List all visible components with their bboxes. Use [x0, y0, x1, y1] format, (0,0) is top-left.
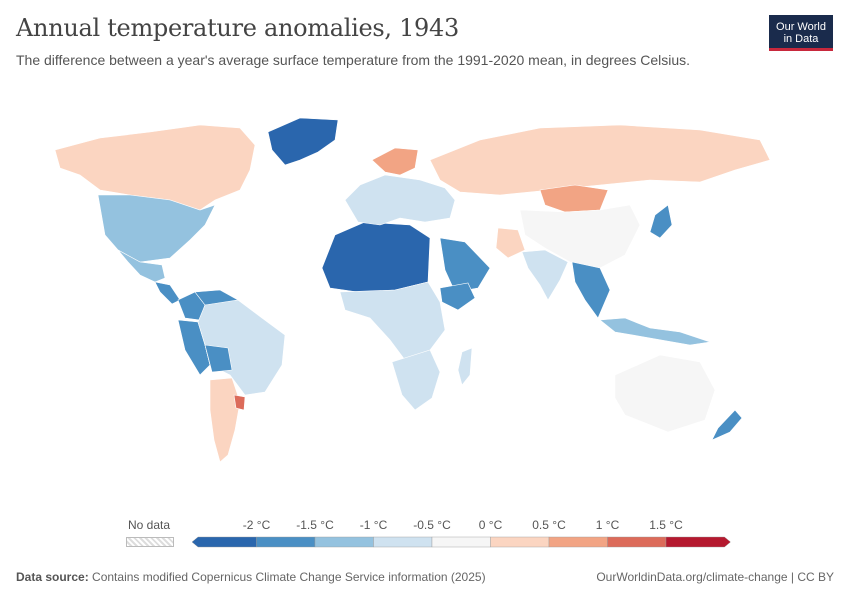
region-central-america[interactable]: [154, 281, 181, 305]
region-united-states[interactable]: [97, 194, 216, 263]
region-australia[interactable]: [614, 354, 716, 433]
color-legend: No data -2 °C -1.5 °C -1 °C -0.5 °C 0 °C 0.5 …: [0, 510, 850, 555]
legend-tick-label: 1 °C: [595, 518, 620, 532]
region-uruguay[interactable]: [233, 394, 246, 411]
logo-line-2: in Data: [783, 32, 819, 45]
legend-tick-label: -1.5 °C: [296, 518, 334, 532]
region-argentina[interactable]: [209, 377, 241, 463]
data-source-text: Contains modified Copernicus Climate Cha…: [92, 570, 486, 584]
legend-bin-2[interactable]: [314, 536, 374, 548]
legend-tick-label: -0.5 °C: [413, 518, 451, 532]
region-mongolia[interactable]: [539, 184, 609, 213]
logo-line-1: Our World: [776, 20, 826, 33]
region-bolivia[interactable]: [204, 344, 233, 373]
data-source: Data source: Contains modified Copernicu…: [16, 570, 486, 584]
legend-tick-label: 0 °C: [478, 518, 503, 532]
legend-tick-label: -1 °C: [359, 518, 388, 532]
legend-color-bar: [191, 536, 731, 548]
region-madagascar[interactable]: [457, 347, 473, 386]
chart-subtitle: The difference between a year's average …: [16, 52, 691, 68]
region-southern-africa[interactable]: [391, 349, 441, 411]
legend-tick-label: -2 °C: [242, 518, 271, 532]
region-indonesia[interactable]: [599, 317, 711, 346]
legend-bin-1[interactable]: [256, 536, 316, 548]
region-mexico[interactable]: [117, 249, 166, 283]
legend-tick-label: 1.5 °C: [649, 518, 683, 532]
legend-bin-3[interactable]: [373, 536, 433, 548]
region-brazil[interactable]: [197, 299, 286, 396]
legend-tick-label: 0.5 °C: [532, 518, 566, 532]
legend-bin-0[interactable]: [191, 536, 257, 548]
region-scandinavia[interactable]: [371, 147, 419, 176]
legend-bin-5[interactable]: [490, 536, 550, 548]
region-pakistan[interactable]: [495, 227, 526, 259]
region-greenland[interactable]: [267, 117, 339, 166]
region-new-zealand[interactable]: [711, 409, 743, 441]
region-china[interactable]: [519, 204, 641, 269]
data-source-label: Data source:: [16, 570, 89, 584]
region-russia[interactable]: [429, 124, 771, 196]
chart-title: Annual temperature anomalies, 1943: [16, 14, 459, 42]
no-data-swatch[interactable]: [126, 537, 174, 547]
owid-logo[interactable]: Our World in Data: [769, 15, 833, 51]
region-north-africa[interactable]: [321, 221, 431, 293]
world-map: [54, 117, 771, 463]
region-canada[interactable]: [54, 124, 256, 211]
region-europe[interactable]: [344, 174, 456, 226]
region-india[interactable]: [521, 249, 569, 301]
legend-bin-4[interactable]: [431, 536, 491, 548]
region-southeast-asia[interactable]: [571, 261, 611, 319]
legend-bin-8[interactable]: [665, 536, 731, 548]
footer-link[interactable]: OurWorldinData.org/climate-change | CC B…: [596, 570, 834, 584]
legend-bin-6[interactable]: [548, 536, 608, 548]
region-ethiopia[interactable]: [439, 282, 476, 311]
region-japan[interactable]: [649, 204, 673, 239]
region-central-africa[interactable]: [339, 281, 446, 361]
legend-bin-7[interactable]: [607, 536, 667, 548]
region-arabian-peninsula[interactable]: [439, 237, 491, 293]
no-data-label: No data: [128, 518, 171, 532]
